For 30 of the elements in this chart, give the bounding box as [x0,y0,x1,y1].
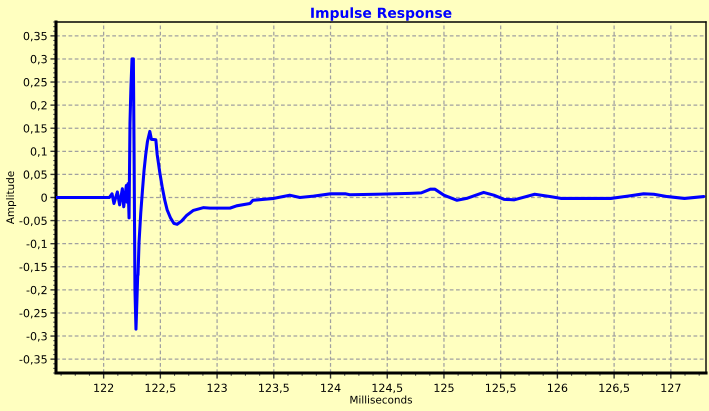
x-tick-label: 122 [94,384,114,392]
y-tick-label: 0,25 [24,78,47,88]
y-tick-label: -0,05 [19,216,47,226]
y-tick-label: -0,3 [26,332,47,342]
x-axis-title: Milliseconds [350,396,412,404]
y-tick-label: -0,15 [19,262,47,272]
y-tick-label: 0,15 [24,124,47,134]
y-tick-label: 0,1 [30,147,47,157]
x-tick-label: 124,5 [372,384,402,394]
y-tick-label: 0,05 [24,170,47,180]
y-tick-label: 0 [41,193,47,202]
chart-title: Impulse Response [311,7,452,21]
x-tick-label: 123 [208,384,227,392]
x-tick-label: 125,5 [486,384,516,394]
y-tick-label: 0,35 [24,32,47,42]
x-tick-label: 126,5 [599,384,630,394]
x-tick-label: 124 [321,384,340,392]
line-series [56,57,706,331]
x-tick-label: 126 [548,384,568,392]
x-tick-label: 123,5 [259,384,289,394]
y-tick-label: 0,2 [30,101,47,111]
y-tick-label: -0,2 [26,286,47,296]
x-tick-label: 122,5 [146,384,176,394]
y-tick-label: -0,35 [19,355,47,365]
x-tick-label: 127 [661,384,680,392]
y-tick-label: 0,3 [30,54,47,64]
y-axis-title: Amplitude [6,171,16,224]
x-tick-label: 125 [434,384,454,392]
y-tick-label: -0,1 [26,240,47,250]
y-tick-label: -0,25 [19,308,47,318]
